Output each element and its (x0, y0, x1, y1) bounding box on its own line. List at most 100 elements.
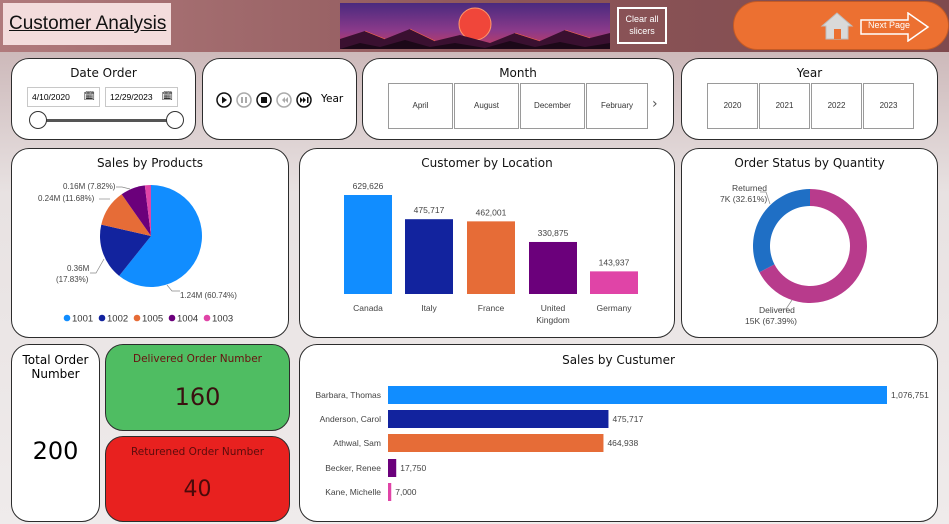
sales-by-customer-card: Sales by Custumer Barbara, Thomas 1,076,7… (299, 344, 938, 522)
donut-slice-delivered[interactable] (759, 189, 867, 303)
clear-all-label-2: slicers (629, 26, 655, 36)
leader-line (166, 284, 180, 292)
sales-by-products-title: Sales by Products (96, 156, 204, 170)
clear-all-slicers-button[interactable]: Clear all slicers (617, 7, 667, 44)
donut-data-label: 7K (32.61%) (720, 194, 767, 204)
bar-data-label: 462,001 (476, 207, 507, 217)
x-axis-tick-label: Canada (353, 303, 383, 313)
month-option[interactable]: February (586, 83, 648, 129)
year-option[interactable]: 2020 (707, 83, 758, 129)
pie-data-label: 0.16M (7.82%) (63, 182, 116, 191)
legend-marker-1005[interactable] (133, 314, 141, 322)
arrow-right-icon (860, 12, 930, 42)
x-axis-tick-label: United (541, 303, 566, 313)
x-axis-tick-label: Germany (597, 303, 633, 313)
date-range-track[interactable] (38, 119, 176, 122)
customer-by-location-card: Customer by Location 629,626 Canada 475,71… (299, 148, 675, 338)
bar-kane-michelle[interactable] (388, 483, 392, 501)
order-status-title: Order Status by Quantity (734, 156, 885, 170)
delivered-order-card: Delivered Order Number 160 (105, 344, 290, 431)
sunset-mountain-image (340, 3, 610, 49)
donut-data-label: 15K (67.39%) (745, 316, 797, 326)
month-option[interactable]: August (454, 83, 519, 129)
legend-label: 1003 (212, 314, 233, 325)
pie-slice-1005[interactable] (101, 194, 151, 236)
end-date-input[interactable]: 12/29/2023 🗓 (105, 87, 178, 107)
bar-becker-renee[interactable] (388, 459, 397, 477)
legend-marker-1001[interactable] (63, 314, 71, 322)
end-date-value: 12/29/2023 (110, 92, 153, 102)
calendar-icon[interactable]: 🗓 (83, 91, 95, 101)
navigation-panel: Next Page (733, 1, 949, 50)
pie-slice-1004[interactable] (121, 185, 151, 236)
legend-label: 1002 (107, 314, 128, 325)
donut-slice-returned[interactable] (753, 189, 810, 273)
chevron-right-icon[interactable]: › (652, 96, 658, 112)
bar-barbara-thomas[interactable] (388, 386, 887, 404)
year-option[interactable]: 2023 (863, 83, 914, 129)
returned-order-value: 40 (183, 477, 212, 502)
legend-label: 1005 (142, 314, 163, 325)
next-page-label: Next Page (868, 20, 911, 30)
bar-united-kingdom[interactable] (529, 241, 577, 294)
y-axis-tick-label: Barbara, Thomas (315, 390, 381, 400)
bar-data-label: 464,938 (607, 438, 638, 448)
rewind-icon[interactable] (276, 92, 292, 108)
y-axis-tick-label: Anderson, Carol (320, 414, 382, 424)
order-status-card: Order Status by Quantity Returned 7K (32.… (681, 148, 938, 338)
leader-line (90, 258, 105, 274)
bar-athwal-sam[interactable] (388, 434, 604, 452)
year-option[interactable]: 2021 (759, 83, 810, 129)
play-axis-control: Year (202, 58, 357, 140)
pie-data-label: (17.83%) (56, 275, 89, 284)
bar-france[interactable] (467, 221, 515, 294)
bar-italy[interactable] (405, 219, 453, 294)
returned-order-card: Returened Order Number 40 (105, 436, 290, 522)
bar-data-label: 330,875 (538, 228, 569, 238)
month-option[interactable]: April (388, 83, 453, 129)
legend-marker-1004[interactable] (168, 314, 176, 322)
month-option[interactable]: December (520, 83, 585, 129)
delivered-order-value: 160 (174, 383, 221, 411)
calendar-icon[interactable]: 🗓 (161, 91, 173, 101)
start-date-input[interactable]: 4/10/2020 🗓 (27, 87, 100, 107)
pie-slice-1002[interactable] (100, 224, 151, 276)
sales-by-customer-chart: Barbara, Thomas 1,076,751 Anderson, Carol 4… (315, 386, 929, 501)
year-option[interactable]: 2022 (811, 83, 862, 129)
bar-data-label: 1,076,751 (891, 390, 929, 400)
bar-data-label: 7,000 (395, 487, 417, 497)
bar-anderson-carol[interactable] (388, 410, 609, 428)
x-axis-tick-label: Italy (421, 303, 437, 313)
x-axis-tick-label: France (478, 303, 505, 313)
legend-label: 1001 (72, 314, 93, 325)
month-title: Month (499, 66, 537, 80)
player-axis-label: Year (321, 93, 344, 105)
play-icon[interactable] (216, 92, 232, 108)
leader-line (778, 299, 793, 310)
y-axis-tick-label: Becker, Renee (325, 463, 381, 473)
pause-icon[interactable] (236, 92, 252, 108)
sales-by-products-card: Sales by Products 1.24M (60.74%) 0.36M (17… (11, 148, 289, 338)
stop-icon[interactable] (256, 92, 272, 108)
bar-canada[interactable] (344, 195, 392, 294)
header-banner-image (340, 3, 610, 49)
total-order-card: Total Order Number 200 (11, 344, 100, 522)
donut-category-label: Delivered (759, 305, 795, 315)
page-title: Customer Analysis (3, 3, 171, 45)
date-range-end-handle[interactable] (166, 111, 184, 129)
leader-line (760, 191, 771, 205)
next-page-button[interactable]: Next Page (860, 12, 930, 42)
bar-data-label: 629,626 (353, 181, 384, 191)
home-icon[interactable] (820, 11, 854, 41)
total-order-label-2: Number (31, 367, 80, 381)
date-range-start-handle[interactable] (29, 111, 47, 129)
returned-order-label: Returened Order Number (130, 446, 265, 458)
bar-data-label: 143,937 (599, 257, 630, 267)
legend-marker-1003[interactable] (203, 314, 211, 322)
fast-forward-icon[interactable] (296, 92, 312, 108)
legend-marker-1002[interactable] (98, 314, 106, 322)
customer-by-location-title: Customer by Location (421, 156, 553, 170)
bar-germany[interactable] (590, 271, 638, 294)
pie-slice-1001[interactable] (119, 185, 202, 287)
pie-slice-1003[interactable] (144, 185, 151, 236)
